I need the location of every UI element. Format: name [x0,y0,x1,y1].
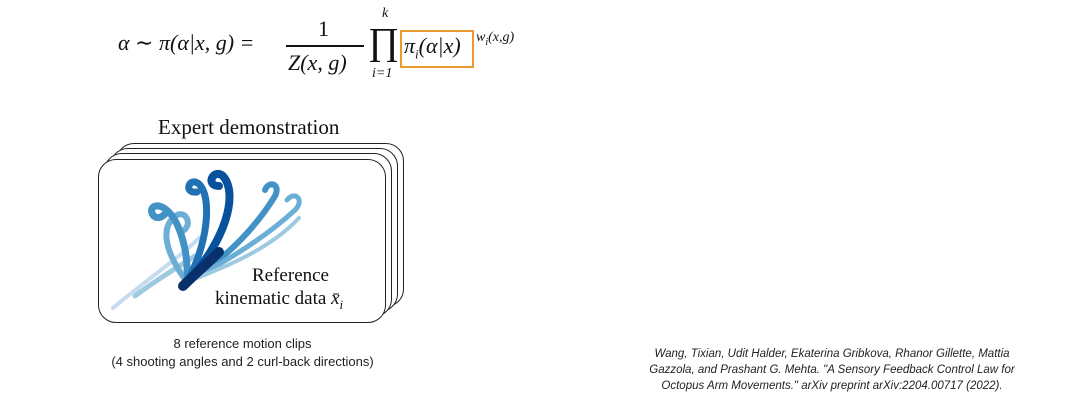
highlighted-term-box [400,30,474,68]
arm-base [178,247,224,291]
product-lower-limit: i=1 [372,66,393,81]
arm-trajectory [111,236,201,310]
equation-numerator: 1 [318,16,329,41]
citation-line: Wang, Tixian, Udit Halder, Ekaterina Gri… [654,348,1010,360]
kinematic-data-label: kinematic data x̄i [215,288,344,312]
arm-trajectory [184,193,302,285]
equation-lhs: α ∼ π(α|x, g) = [118,30,255,55]
highlighted-term: πi(α|x) [404,33,461,62]
citation-line: Octopus Arm Movements." arXiv preprint a… [661,380,1003,392]
arm-trajectory [183,170,234,286]
motion-clip-card-front [98,159,386,323]
diagram-title: Expert demonstration [158,115,340,139]
arm-trajectory [184,181,280,285]
octopus-arm-trajectories [111,170,302,310]
caption-line: 8 reference motion clips [173,336,312,351]
policy-equation: α ∼ π(α|x, g) = 1 Z(x, g) k ∏ i=1 πi(α|x… [118,0,558,90]
arm-trajectory [148,202,191,286]
arm-trajectory [183,178,211,286]
equation-denominator: Z(x, g) [288,50,347,75]
product-upper-limit: k [382,6,389,21]
product-symbol: ∏ [368,21,400,63]
equation-exponent: wi(x,g) [476,30,515,48]
caption-line: (4 shooting angles and 2 curl-back direc… [111,354,374,369]
fraction-bar [286,45,364,47]
reference-label: Reference [252,265,329,286]
citation-line: Gazzola, and Prashant G. Mehta. "A Senso… [649,364,1015,376]
